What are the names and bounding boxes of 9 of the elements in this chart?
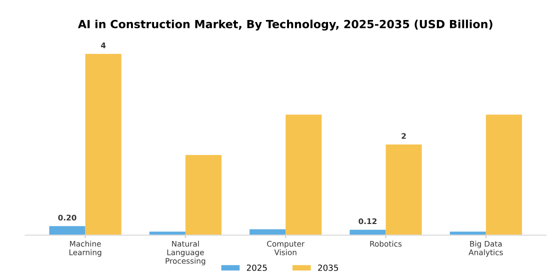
bar bbox=[286, 114, 322, 236]
chart-title: AI in Construction Market, By Technology, 2025-2035 (USD Billion) bbox=[78, 20, 492, 31]
legend-label: 2035 bbox=[318, 264, 338, 271]
bar bbox=[486, 114, 522, 236]
bar bbox=[49, 226, 86, 236]
bar bbox=[386, 144, 422, 236]
bar bbox=[85, 54, 122, 236]
bar bbox=[185, 154, 222, 236]
legend-label: 2025 bbox=[246, 264, 267, 271]
